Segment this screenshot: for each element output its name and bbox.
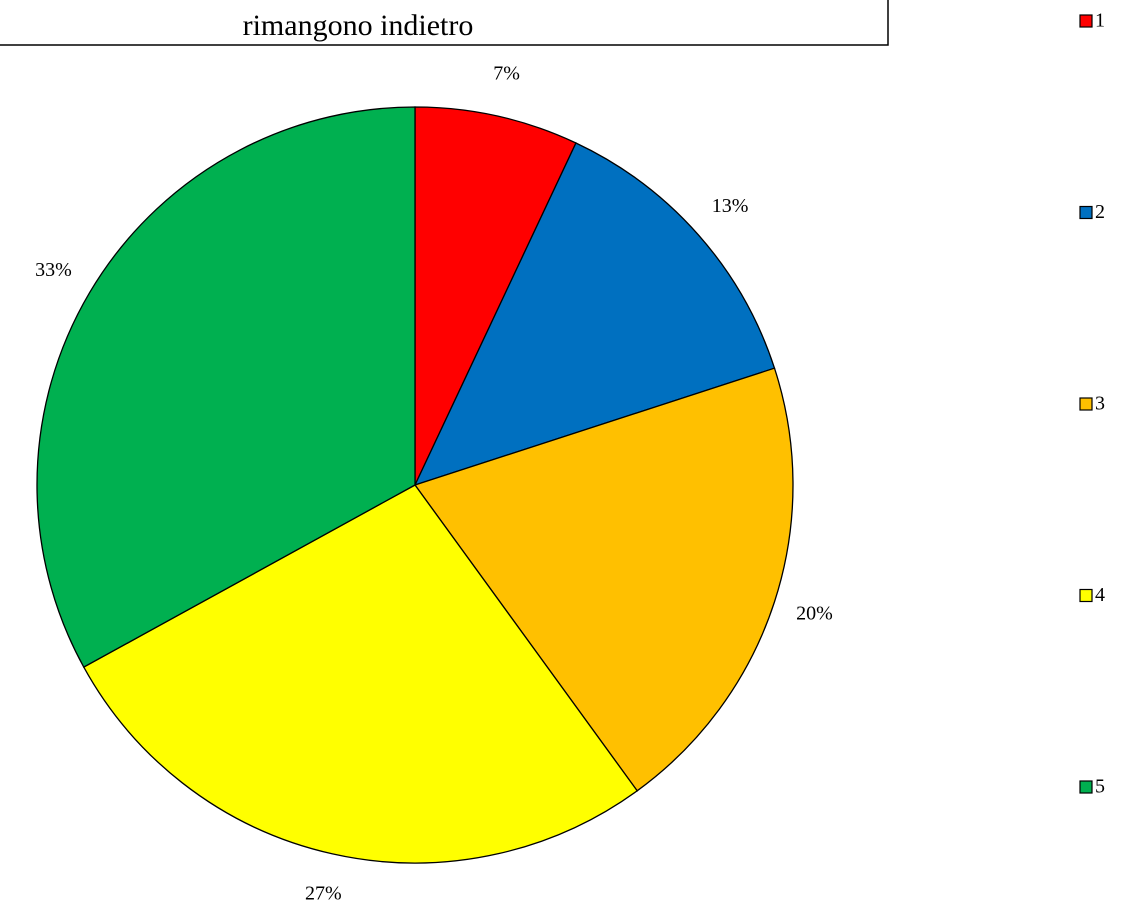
legend-swatch xyxy=(1079,780,1093,794)
legend-swatch xyxy=(1079,588,1093,603)
legend-swatch xyxy=(1079,397,1093,411)
legend-swatch xyxy=(1079,205,1093,220)
data-label: 7% xyxy=(493,63,520,85)
pie-slice xyxy=(413,142,776,487)
legend-label: 5 xyxy=(1095,776,1105,798)
pie-slice xyxy=(414,106,577,486)
title-box xyxy=(0,0,889,46)
data-label: 33% xyxy=(35,259,72,281)
pie-slice xyxy=(82,484,639,864)
legend-swatch xyxy=(1079,14,1093,28)
pie-slice xyxy=(413,367,794,792)
chart-title: rimangono indietro xyxy=(243,9,474,42)
legend-label: 1 xyxy=(1095,10,1105,32)
pie-slice xyxy=(36,106,416,668)
legend-label: 3 xyxy=(1095,393,1105,415)
legend-label: 2 xyxy=(1095,201,1105,223)
data-label: 27% xyxy=(305,882,342,902)
legend-label: 4 xyxy=(1095,584,1105,606)
data-label: 13% xyxy=(712,195,749,217)
data-label: 20% xyxy=(796,602,833,624)
